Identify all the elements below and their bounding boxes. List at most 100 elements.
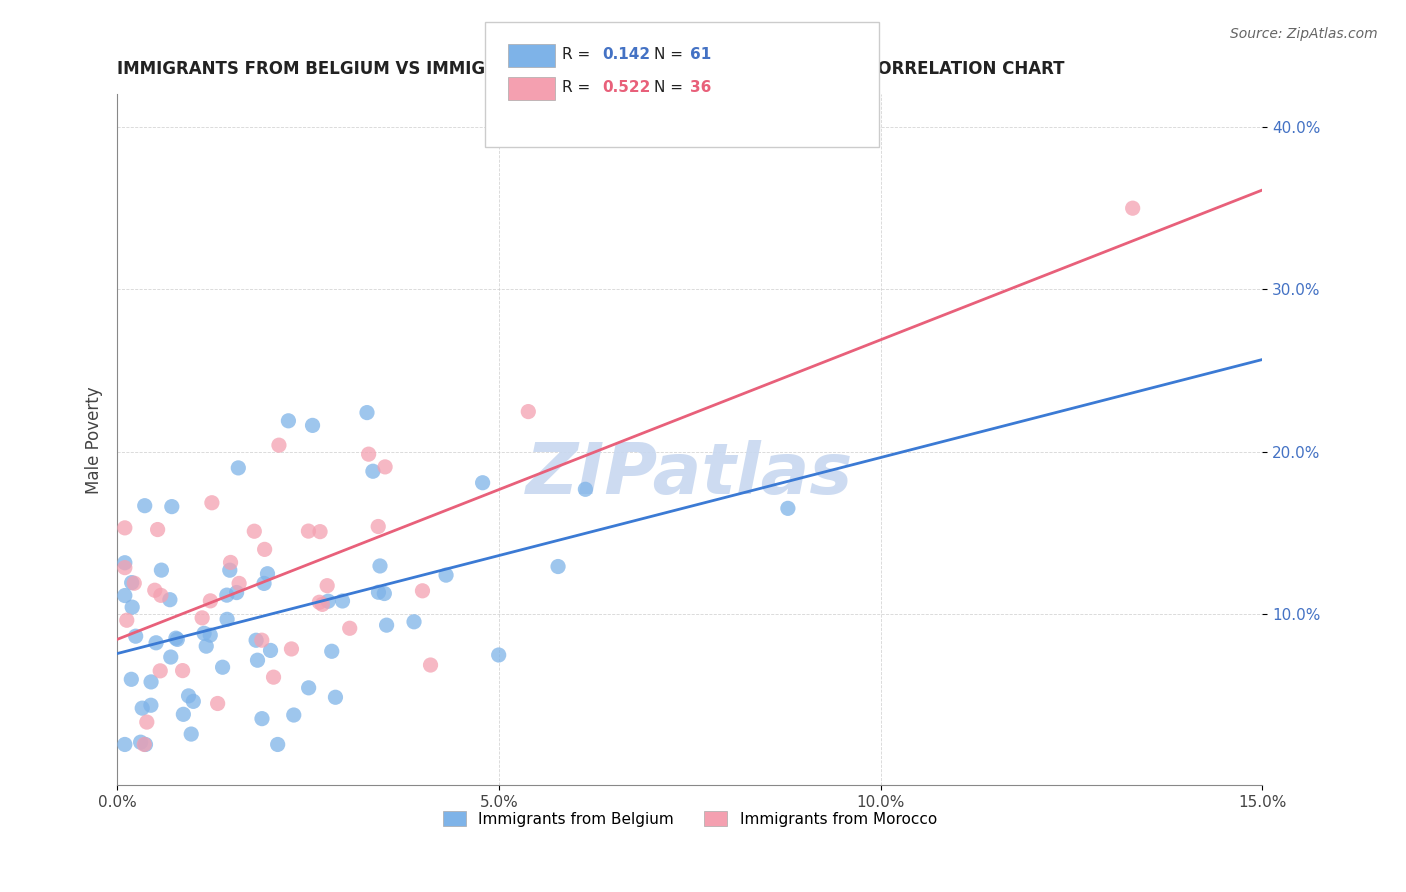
Point — [259, 643, 281, 657]
Point — [356, 406, 378, 420]
Point — [373, 586, 395, 600]
Legend: Immigrants from Belgium, Immigrants from Morocco: Immigrants from Belgium, Immigrants from… — [437, 805, 943, 833]
Point — [219, 556, 242, 570]
Point — [226, 461, 249, 475]
Text: N =: N = — [654, 80, 688, 95]
Point — [134, 499, 156, 513]
Point — [160, 500, 183, 514]
Point — [145, 636, 167, 650]
Point — [134, 738, 156, 752]
Point — [246, 653, 269, 667]
Text: Source: ZipAtlas.com: Source: ZipAtlas.com — [1230, 27, 1378, 41]
Point — [267, 438, 290, 452]
Point — [150, 563, 173, 577]
Y-axis label: Male Poverty: Male Poverty — [86, 386, 103, 493]
Point — [211, 660, 233, 674]
Point — [193, 626, 215, 640]
Point — [517, 404, 540, 418]
Point — [321, 644, 343, 658]
Point — [316, 579, 339, 593]
Text: 0.522: 0.522 — [602, 80, 650, 95]
Point — [121, 575, 143, 590]
Point — [166, 632, 188, 647]
Text: ZIPatlas: ZIPatlas — [526, 440, 853, 508]
Point — [357, 447, 380, 461]
Point — [180, 727, 202, 741]
Point — [266, 738, 288, 752]
Point — [308, 595, 330, 609]
Point — [253, 542, 276, 557]
Point — [297, 524, 319, 538]
Point — [225, 585, 247, 599]
Point — [375, 618, 398, 632]
Point — [283, 708, 305, 723]
Point — [250, 712, 273, 726]
Point — [149, 588, 172, 602]
Point — [195, 639, 218, 653]
Point — [263, 670, 285, 684]
Point — [367, 519, 389, 533]
Point — [245, 633, 267, 648]
Point — [124, 629, 146, 643]
Point — [149, 664, 172, 678]
Point — [207, 697, 229, 711]
Point — [280, 642, 302, 657]
Point — [339, 621, 361, 635]
Point — [143, 583, 166, 598]
Point — [250, 633, 273, 648]
Point — [402, 615, 425, 629]
Point — [411, 583, 433, 598]
Text: 0.142: 0.142 — [602, 47, 650, 62]
Point — [547, 559, 569, 574]
Point — [114, 738, 136, 752]
Point — [191, 611, 214, 625]
Point — [114, 556, 136, 570]
Point — [215, 588, 238, 602]
Point — [325, 690, 347, 705]
Point — [172, 707, 194, 722]
Point — [776, 501, 799, 516]
Point — [114, 521, 136, 535]
Point — [121, 600, 143, 615]
Point — [471, 475, 494, 490]
Point — [115, 613, 138, 627]
Point — [217, 612, 239, 626]
Point — [316, 594, 339, 608]
Point — [434, 568, 457, 582]
Point — [574, 483, 596, 497]
Point — [228, 576, 250, 591]
Point — [159, 650, 181, 665]
Point — [256, 566, 278, 581]
Point — [135, 715, 157, 730]
Point — [165, 631, 187, 645]
Text: R =: R = — [562, 47, 596, 62]
Point — [146, 523, 169, 537]
Point — [1122, 201, 1144, 215]
Point — [200, 628, 222, 642]
Point — [368, 558, 391, 573]
Point — [159, 592, 181, 607]
Point — [361, 464, 384, 478]
Point — [114, 560, 136, 574]
Point — [181, 694, 204, 708]
Text: 36: 36 — [690, 80, 711, 95]
Point — [201, 496, 224, 510]
Point — [134, 738, 156, 752]
Point — [367, 585, 389, 599]
Point — [419, 658, 441, 673]
Point — [374, 459, 396, 474]
Point — [131, 701, 153, 715]
Point — [139, 698, 162, 713]
Point — [301, 418, 323, 433]
Text: IMMIGRANTS FROM BELGIUM VS IMMIGRANTS FROM MOROCCO MALE POVERTY CORRELATION CHAR: IMMIGRANTS FROM BELGIUM VS IMMIGRANTS FR… — [117, 60, 1064, 78]
Point — [120, 673, 142, 687]
Point — [311, 598, 333, 612]
Text: 61: 61 — [690, 47, 711, 62]
Point — [114, 589, 136, 603]
Text: N =: N = — [654, 47, 688, 62]
Point — [177, 689, 200, 703]
Point — [139, 674, 162, 689]
Point — [309, 524, 332, 539]
Point — [243, 524, 266, 539]
Point — [298, 681, 321, 695]
